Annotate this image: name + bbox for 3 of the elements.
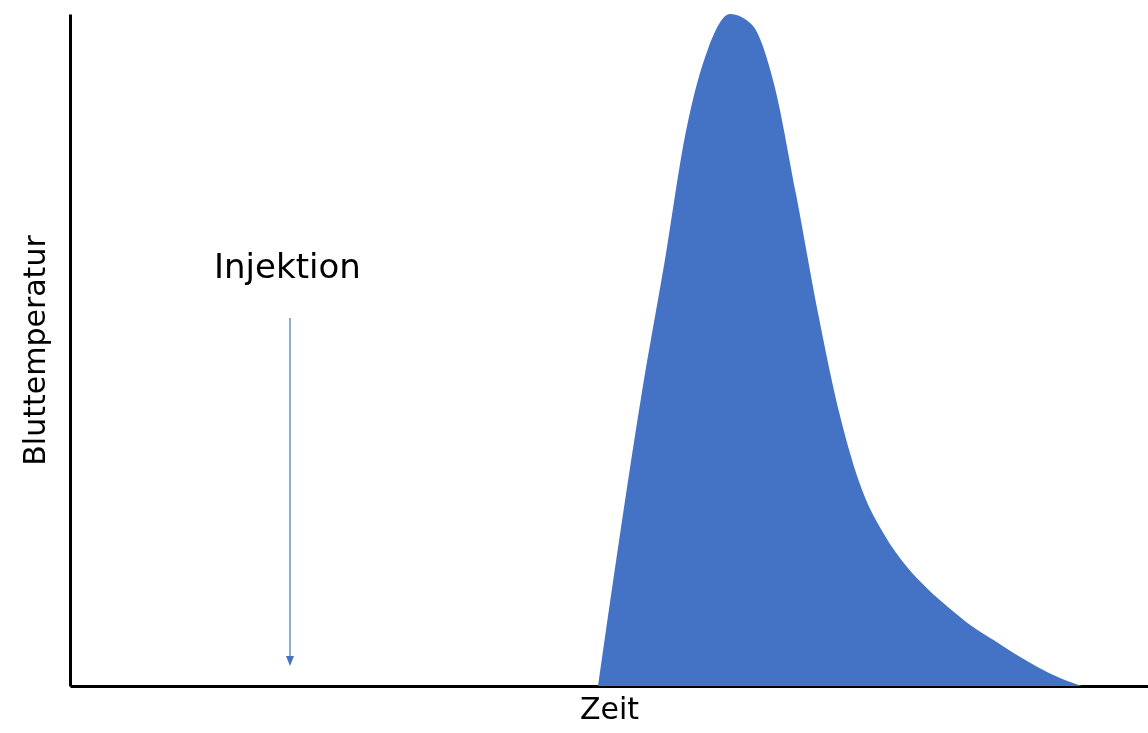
annotation: Injektion [214, 246, 361, 286]
y-axis-title: Bluttemperatur [16, 234, 52, 466]
x-axis-title: Zeit [579, 690, 640, 726]
